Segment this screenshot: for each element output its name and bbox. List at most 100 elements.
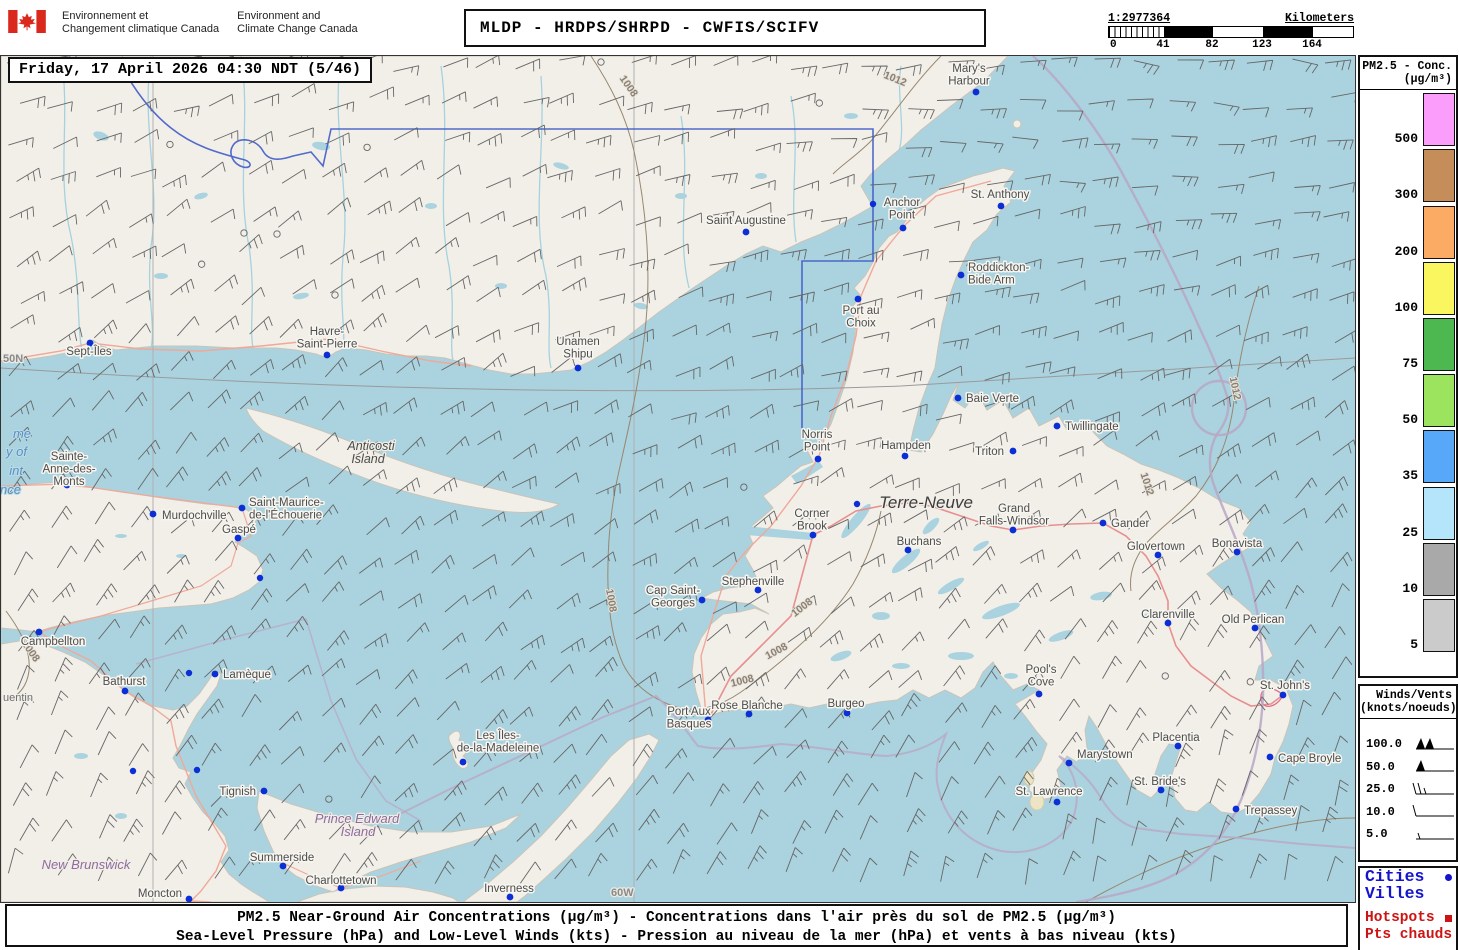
lake — [1048, 630, 1074, 642]
city-dot — [256, 574, 264, 582]
city-label: Bathurst — [103, 676, 147, 688]
river — [680, 115, 690, 289]
city-label: Moncton — [138, 888, 182, 900]
city-label: Burgeo — [827, 698, 864, 710]
lake — [634, 302, 648, 310]
city-label: Havre- — [310, 326, 345, 338]
city-dot — [1099, 519, 1107, 527]
city-dot — [853, 500, 861, 508]
city-dot — [854, 295, 862, 303]
city-label: Bide Arm — [968, 275, 1015, 287]
city-dot — [337, 884, 345, 892]
road-nl-430 — [700, 180, 992, 717]
scale-ticks: 0 41 82 123 164 — [1108, 39, 1354, 52]
city-label: Tignish — [219, 786, 256, 798]
scale-tick-label: 41 — [1156, 39, 1170, 51]
water-body-label: int — [9, 463, 24, 478]
pm25-class-value: 75 — [1402, 355, 1418, 371]
scale-tick-label: 123 — [1252, 39, 1272, 51]
caption-line2: Sea-Level Pressure (hPa) and Low-Level W… — [176, 929, 1177, 945]
pm25-class-row: 100 — [1360, 259, 1456, 315]
city-label: Point — [889, 210, 916, 222]
city-label: St. John's — [1260, 680, 1310, 692]
pm25-class-value: 500 — [1394, 131, 1418, 147]
city-label: Cape Broyle — [1278, 753, 1341, 765]
wind-barb-icon — [1416, 760, 1455, 772]
region-label: New Brunswick — [42, 857, 132, 872]
lake — [891, 548, 921, 574]
city-label: Twillingate — [1065, 421, 1119, 433]
city-label: Shipu — [563, 349, 592, 361]
pm25-color-swatch — [1423, 374, 1455, 428]
city-label: Inverness — [484, 883, 534, 895]
land-anticosti — [245, 407, 561, 513]
humber-arm-inlet — [745, 526, 813, 540]
city-label: Saint-Maurice- — [249, 497, 324, 509]
eccc-wordmark: Environnement et Changement climatique C… — [8, 10, 358, 36]
city-dot — [193, 766, 201, 774]
caption-line1: PM2.5 Near-Ground Air Concentrations (µg… — [237, 910, 1116, 926]
city-dot — [1065, 759, 1073, 767]
city-label: Placentia — [1152, 732, 1200, 744]
city-label: Buchans — [897, 536, 942, 548]
city-dot — [35, 628, 43, 636]
scale-segment — [1109, 27, 1164, 37]
water-body-label: nce — [1, 482, 21, 497]
isobar-1008 — [590, 55, 882, 710]
scale-segment — [1213, 27, 1263, 37]
isobar-1012 — [1130, 285, 1260, 592]
city-label: St. Anthony — [971, 189, 1030, 201]
city-dot — [1035, 690, 1043, 698]
city-dot — [698, 596, 706, 604]
wind-speed-value: 5.0 — [1366, 827, 1388, 842]
pm25-color-swatch — [1423, 542, 1455, 596]
city-label: Saint-Pierre — [297, 339, 358, 351]
city-label: Norris — [802, 429, 833, 441]
city-dot — [121, 687, 129, 695]
city-dot — [1053, 798, 1061, 806]
belle-isle — [1012, 119, 1022, 129]
city-dot — [211, 670, 219, 678]
pm25-class-value: 50 — [1402, 412, 1418, 428]
land-cape-breton — [461, 733, 660, 903]
city-dot — [972, 88, 980, 96]
legend-hotspots-en: Hotspots — [1360, 909, 1456, 926]
edge-place-label: uentin — [3, 692, 33, 704]
scale-tick-label: 82 — [1205, 39, 1219, 51]
wind-speed-value: 10.0 — [1366, 804, 1395, 819]
city-dot — [1009, 447, 1017, 455]
pm25-color-swatch — [1423, 486, 1455, 540]
city-label: Unamen — [556, 336, 599, 348]
city-label: Murdochville — [162, 510, 227, 522]
lake — [830, 650, 852, 662]
city-dot — [574, 364, 582, 372]
city-dot-icon — [1445, 873, 1452, 881]
city-dot — [1279, 691, 1287, 699]
lake — [74, 753, 88, 759]
city-dot — [957, 271, 965, 279]
lake — [755, 173, 767, 179]
city-label: Marystown — [1077, 749, 1133, 761]
city-dot — [1157, 786, 1165, 794]
legend-pm25-title: PM2.5 - Conc. (µg/m³) — [1362, 60, 1452, 86]
city-dot — [1266, 753, 1274, 761]
legend-hotspots-fr: Pts chauds — [1365, 927, 1453, 943]
graticule-label: 60W — [611, 887, 634, 899]
city-dot — [506, 893, 514, 901]
city-label: St. Lawrence — [1015, 786, 1082, 798]
canada-flag-icon — [8, 10, 46, 33]
city-label: Basques — [667, 719, 712, 731]
lake — [982, 602, 1020, 620]
city-label: Lamèque — [223, 669, 271, 681]
wind-legend-row: 50.0 — [1360, 756, 1456, 779]
scale-ratio: 1:2977364 — [1108, 12, 1171, 25]
lake — [553, 162, 569, 170]
city-dot — [1232, 805, 1240, 813]
lake — [948, 652, 974, 660]
eez-boundary-loop — [1190, 379, 1248, 437]
dept-name-en: Environment and Climate Change Canada — [237, 10, 358, 35]
lake — [922, 517, 940, 535]
city-label: Mary's — [952, 63, 986, 75]
isobar-1008 — [5, 610, 30, 702]
city-label: Stephenville — [722, 576, 785, 588]
